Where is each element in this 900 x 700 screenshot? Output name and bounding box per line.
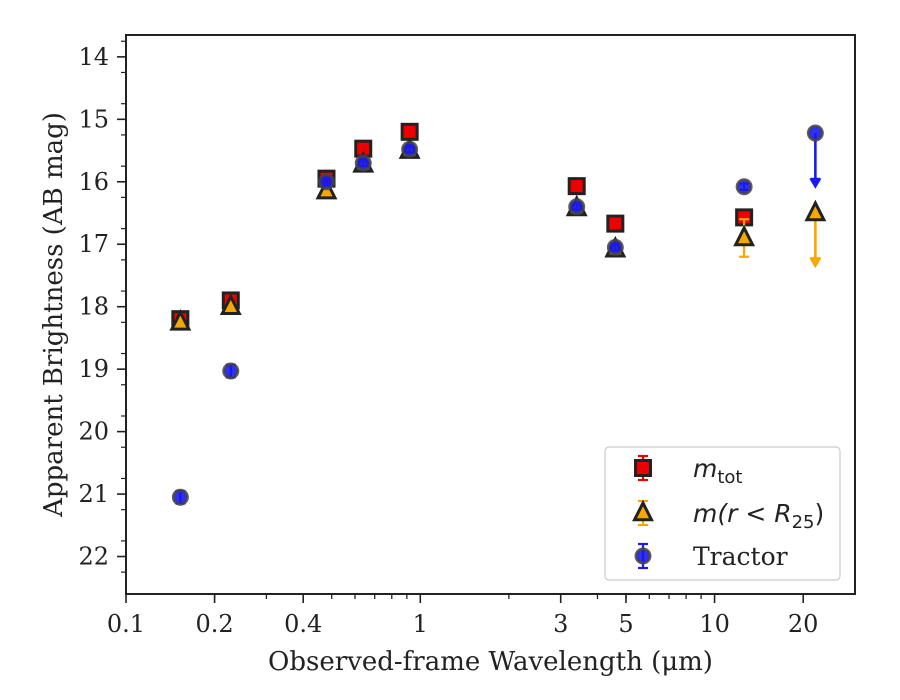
legend-label: m(r < R25) bbox=[693, 499, 824, 533]
y-tick-label: 15 bbox=[78, 105, 109, 133]
x-tick-label: 10 bbox=[699, 610, 730, 638]
square-marker bbox=[400, 122, 419, 141]
legend-label: mtot bbox=[693, 454, 743, 488]
arrow-head bbox=[809, 178, 822, 189]
circle-marker bbox=[171, 488, 189, 506]
circle-marker bbox=[568, 198, 586, 216]
x-tick-label: 3 bbox=[553, 610, 568, 638]
y-tick-label: 18 bbox=[78, 293, 109, 321]
x-tick-label: 0.1 bbox=[107, 610, 145, 638]
x-tick-label: 20 bbox=[788, 610, 819, 638]
x-tick-label: 5 bbox=[618, 610, 633, 638]
triangle-marker bbox=[632, 499, 654, 522]
x-axis: 0.1 0.2 0.4 1 3 5 10 20 bbox=[107, 594, 819, 638]
x-tick-label: 1 bbox=[413, 610, 428, 638]
y-axis-label: Apparent Brightness (AB mag) bbox=[39, 112, 69, 518]
y-tick-label: 16 bbox=[78, 168, 109, 196]
square-marker bbox=[567, 177, 586, 196]
circle-marker bbox=[735, 178, 753, 196]
y-axis: 14 15 16 17 18 19 20 21 22 bbox=[78, 40, 126, 573]
x-axis-label: Observed-frame Wavelength (μm) bbox=[268, 647, 713, 677]
y-tick-label: 21 bbox=[78, 480, 109, 508]
square-marker bbox=[634, 459, 652, 477]
circle-marker bbox=[354, 154, 372, 172]
x-tick-label: 0.2 bbox=[196, 610, 234, 638]
y-tick-label: 14 bbox=[78, 43, 109, 71]
y-tick-label: 19 bbox=[78, 355, 109, 383]
circle-marker bbox=[317, 173, 335, 191]
circle-marker bbox=[634, 547, 652, 565]
circle-marker bbox=[806, 124, 824, 142]
y-tick-label: 22 bbox=[78, 543, 109, 571]
y-tick-label: 17 bbox=[78, 230, 109, 258]
square-marker bbox=[606, 214, 625, 233]
legend: mtot m(r < R25) Tractor bbox=[604, 446, 841, 581]
legend-label: Tractor bbox=[693, 542, 788, 571]
x-tick-label: 0.4 bbox=[284, 610, 322, 638]
triangle-marker bbox=[733, 224, 756, 247]
arrow-head bbox=[809, 258, 822, 269]
circle-marker bbox=[401, 140, 419, 158]
circle-marker bbox=[606, 238, 624, 256]
triangle-marker bbox=[219, 293, 242, 315]
circle-marker bbox=[222, 362, 240, 380]
data-markers bbox=[169, 122, 827, 506]
triangle-marker bbox=[169, 308, 192, 331]
y-tick-label: 20 bbox=[78, 418, 109, 446]
legend-box bbox=[604, 446, 841, 581]
plot-frame bbox=[125, 34, 856, 595]
series-circle bbox=[171, 124, 824, 506]
triangle-marker bbox=[804, 199, 827, 222]
